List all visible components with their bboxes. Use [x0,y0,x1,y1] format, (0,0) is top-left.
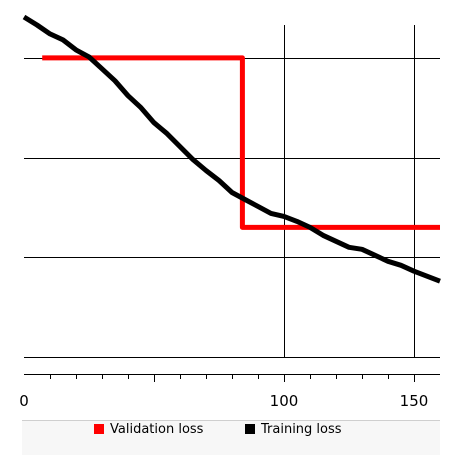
legend: Validation loss Training loss [22,420,440,455]
x-tick-label: 150 [400,392,429,410]
legend-swatch [245,424,255,434]
legend-label: Training loss [260,422,342,437]
legend-label: Validation loss [110,422,204,437]
x-tick-label: 0 [19,392,29,410]
x-axis: 0 100 150 [19,374,440,410]
series-lines [22,14,441,284]
x-tick-label: 100 [270,392,299,410]
legend-swatch [94,424,104,434]
series-line-training-loss [22,14,441,284]
series-line-validation-loss [42,55,440,230]
legend-band [22,421,440,455]
